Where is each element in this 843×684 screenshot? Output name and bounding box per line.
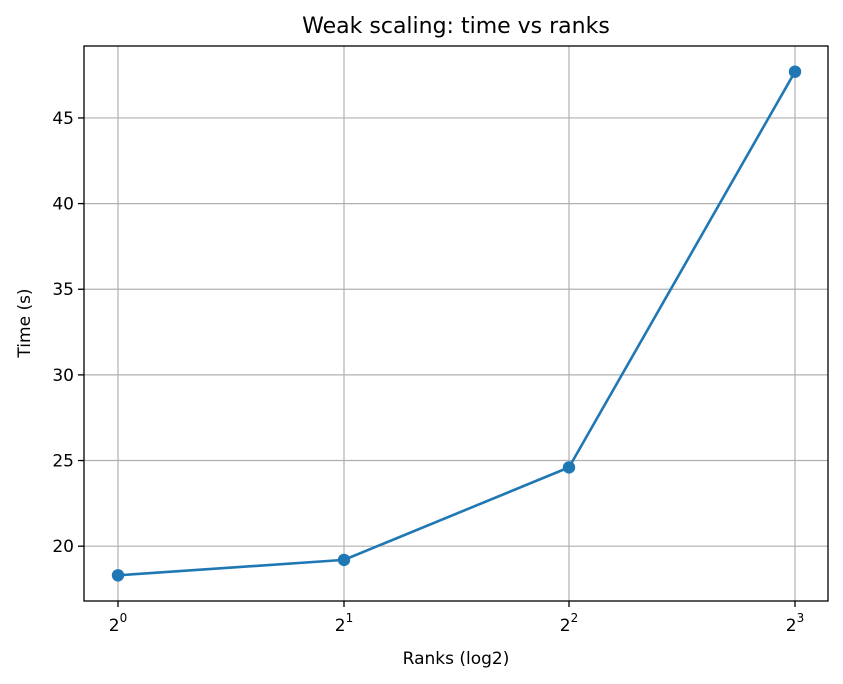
- x-tick-label-exponent: 1: [346, 611, 354, 625]
- y-tick-label: 35: [52, 280, 74, 300]
- x-tick-label: 23: [786, 611, 804, 636]
- x-tick-label-base: 2: [109, 616, 120, 636]
- y-axis: 20 25 30 35 40 45: [52, 109, 84, 557]
- series-layer: [111, 65, 802, 582]
- x-axis-label: Ranks (log2): [403, 649, 510, 669]
- x-tick-label: 21: [335, 611, 353, 636]
- y-tick-label: 30: [52, 366, 74, 386]
- x-tick-label-base: 2: [335, 616, 346, 636]
- grid: [84, 46, 828, 601]
- plot-frame: [83, 45, 829, 602]
- series-line: [117, 71, 797, 577]
- data-point: [562, 461, 576, 474]
- y-tick-label: 40: [52, 195, 74, 215]
- x-tick-label-base: 2: [560, 616, 571, 636]
- x-tick-label-base: 2: [786, 616, 797, 636]
- x-tick-label: 22: [560, 611, 578, 636]
- data-point: [337, 553, 351, 567]
- x-axis: 20 21 22 23: [109, 601, 804, 636]
- data-point: [788, 65, 802, 78]
- data-point: [111, 569, 125, 582]
- x-tick-label-exponent: 2: [571, 611, 579, 625]
- y-tick-label: 20: [52, 537, 74, 557]
- x-tick-label-exponent: 0: [120, 611, 128, 625]
- y-tick-label: 25: [52, 452, 74, 472]
- chart-title: Weak scaling: time vs ranks: [302, 14, 610, 39]
- x-tick-label-exponent: 3: [797, 611, 805, 625]
- y-axis-label: Time (s): [15, 288, 35, 358]
- x-tick-label: 20: [109, 611, 127, 636]
- y-tick-label: 45: [52, 109, 74, 129]
